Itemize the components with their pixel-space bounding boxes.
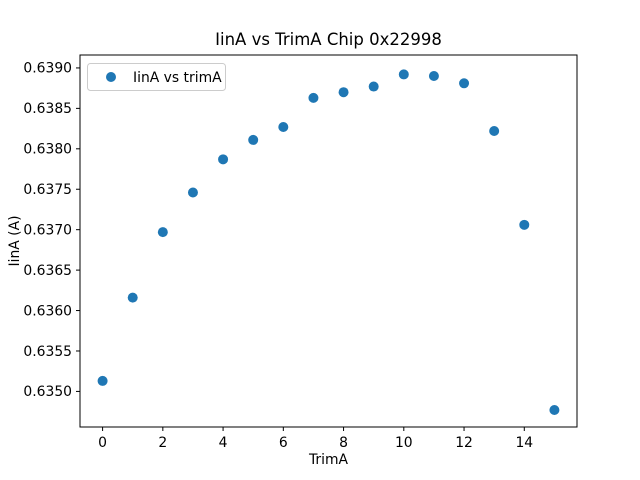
data-point: [187, 187, 198, 198]
y-tick-label: 0.6390: [23, 61, 72, 77]
data-point: [248, 134, 259, 145]
data-point: [398, 69, 409, 80]
y-tick-label: 0.6385: [23, 101, 72, 117]
chart-title: IinA vs TrimA Chip 0x22998: [215, 30, 442, 49]
y-tick-label: 0.6360: [23, 303, 72, 319]
data-point: [127, 292, 138, 303]
data-point: [489, 126, 500, 137]
y-tick-label: 0.6370: [23, 222, 72, 238]
data-point: [549, 405, 560, 416]
x-tick-label: 0: [98, 435, 107, 451]
legend-marker-icon: [106, 72, 116, 82]
legend-label: IinA vs trimA: [133, 70, 222, 86]
y-tick-label: 0.6355: [23, 344, 72, 360]
data-point: [428, 71, 439, 82]
data-point: [157, 227, 168, 238]
x-axis-label: TrimA: [308, 452, 349, 468]
y-tick-label: 0.6365: [23, 263, 72, 279]
y-tick-label: 0.6375: [23, 182, 72, 198]
data-point: [368, 81, 379, 92]
x-tick-label: 4: [219, 435, 228, 451]
x-tick-label: 8: [339, 435, 348, 451]
data-point: [459, 78, 470, 89]
legend-box: [87, 63, 226, 91]
x-tick-label: 2: [158, 435, 167, 451]
x-tick-label: 12: [455, 435, 473, 451]
y-tick-label: 0.6350: [23, 384, 72, 400]
data-point: [278, 121, 289, 132]
data-point: [218, 154, 229, 165]
plot-spines: [79, 54, 578, 428]
data-point: [97, 375, 108, 386]
data-point: [519, 219, 530, 230]
data-point: [338, 87, 349, 98]
x-tick-label: 10: [395, 435, 413, 451]
x-tick-label: 14: [515, 435, 533, 451]
y-tick-label: 0.6380: [23, 142, 72, 158]
legend: IinA vs trimA: [87, 63, 226, 91]
x-tick-label: 6: [279, 435, 288, 451]
data-point: [308, 92, 319, 103]
